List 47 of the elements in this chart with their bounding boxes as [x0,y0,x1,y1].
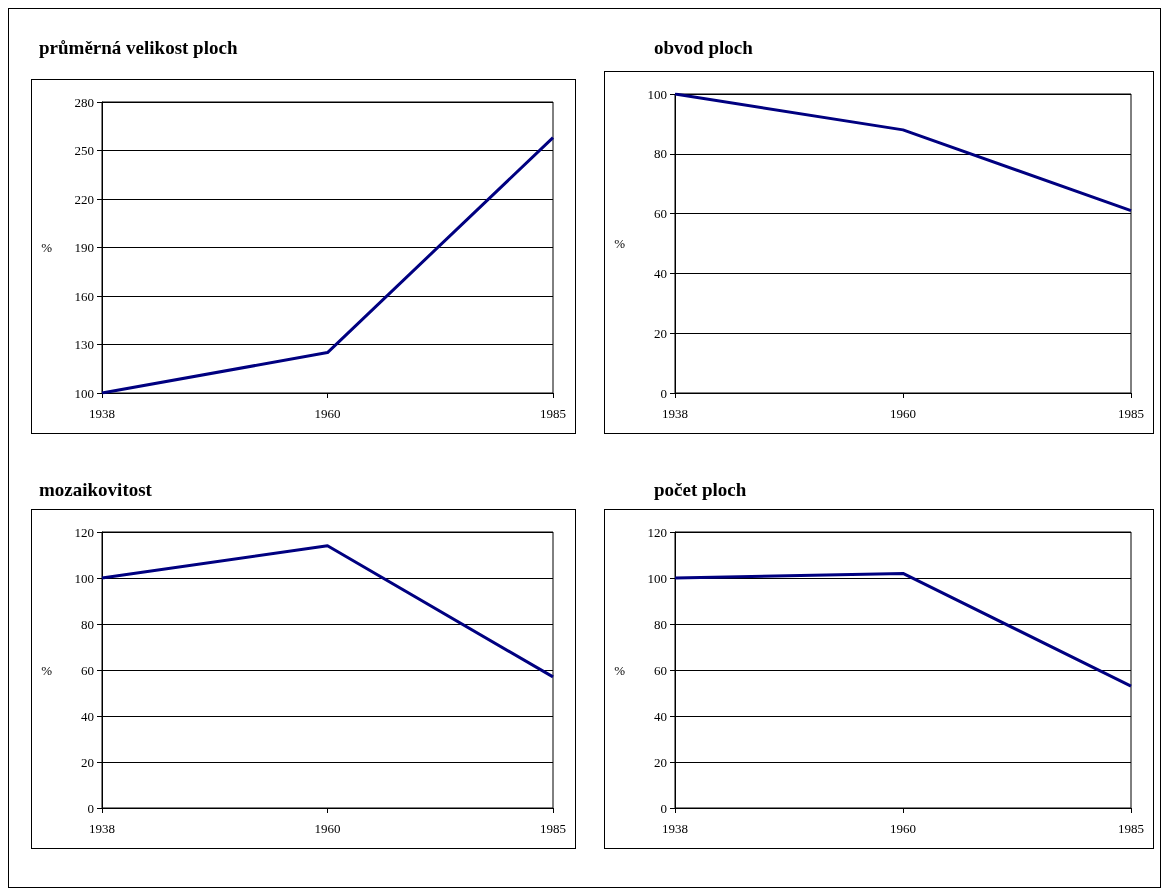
y-tick-label: 100 [647,86,667,102]
y-tick-label: 120 [74,524,94,540]
y-tick-label: 40 [654,265,667,281]
chart-title: mozaikovitost [39,479,152,501]
y-axis-title: % [614,662,626,678]
y-axis-title: % [41,240,53,255]
y-tick-label: 100 [74,385,94,401]
y-axis-title: % [614,236,626,251]
y-tick-label: 60 [654,206,667,222]
y-tick-label: 80 [81,616,94,632]
y-tick-label: 20 [81,754,94,770]
y-tick-label: 40 [81,708,94,724]
chart-title: průměrná velikost ploch [39,37,238,59]
y-tick-label: 280 [74,94,94,110]
x-tick-label: 1960 [890,821,916,836]
y-tick-label: 60 [654,662,667,678]
y-tick-label: 0 [87,800,94,816]
y-tick-label: 20 [654,754,667,770]
x-tick-label: 1938 [662,821,688,836]
chart-title: počet ploch [654,479,747,501]
y-tick-label: 0 [660,800,667,816]
x-tick-label: 1985 [1118,406,1144,421]
y-tick-label: 60 [81,662,94,678]
x-tick-label: 1960 [314,821,341,836]
y-tick-label: 120 [647,524,667,540]
y-tick-label: 250 [74,143,94,158]
x-tick-label: 1938 [662,406,688,421]
y-tick-label: 100 [647,570,667,586]
y-axis-title: % [41,662,53,678]
x-tick-label: 1985 [540,406,566,421]
y-tick-label: 190 [74,240,94,255]
y-tick-label: 100 [74,570,94,586]
y-tick-label: 40 [654,708,667,724]
y-tick-label: 80 [654,616,667,632]
y-tick-label: 220 [74,191,94,207]
x-tick-label: 1938 [89,406,115,421]
x-tick-label: 1985 [1118,821,1144,836]
chart-title: obvod ploch [654,37,753,59]
y-tick-label: 20 [654,325,667,341]
y-tick-label: 0 [660,385,667,401]
y-tick-label: 160 [74,288,94,304]
x-tick-label: 1938 [89,821,115,836]
y-tick-label: 80 [654,146,667,162]
x-tick-label: 1960 [314,406,341,421]
x-tick-label: 1960 [890,406,916,421]
y-tick-label: 130 [74,337,94,352]
x-tick-label: 1985 [540,821,566,836]
